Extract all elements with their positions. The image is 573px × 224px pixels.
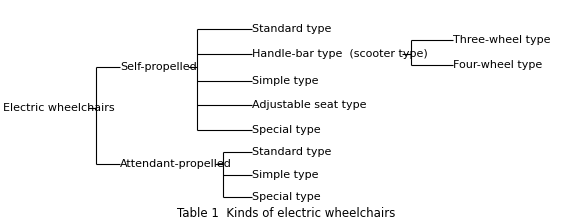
- Text: Simple type: Simple type: [252, 170, 319, 180]
- Text: Table 1  Kinds of electric wheelchairs: Table 1 Kinds of electric wheelchairs: [177, 207, 396, 220]
- Text: Electric wheelchairs: Electric wheelchairs: [3, 103, 115, 112]
- Text: Special type: Special type: [252, 192, 321, 202]
- Text: Three-wheel type: Three-wheel type: [453, 35, 550, 45]
- Text: Adjustable seat type: Adjustable seat type: [252, 100, 367, 110]
- Text: Simple type: Simple type: [252, 76, 319, 86]
- Text: Standard type: Standard type: [252, 24, 332, 34]
- Text: Self-propelled: Self-propelled: [120, 62, 197, 72]
- Text: Attendant-propelled: Attendant-propelled: [120, 159, 232, 168]
- Text: Handle-bar type  (scooter type): Handle-bar type (scooter type): [252, 49, 428, 59]
- Text: Special type: Special type: [252, 125, 321, 135]
- Text: Four-wheel type: Four-wheel type: [453, 60, 542, 70]
- Text: Standard type: Standard type: [252, 147, 332, 157]
